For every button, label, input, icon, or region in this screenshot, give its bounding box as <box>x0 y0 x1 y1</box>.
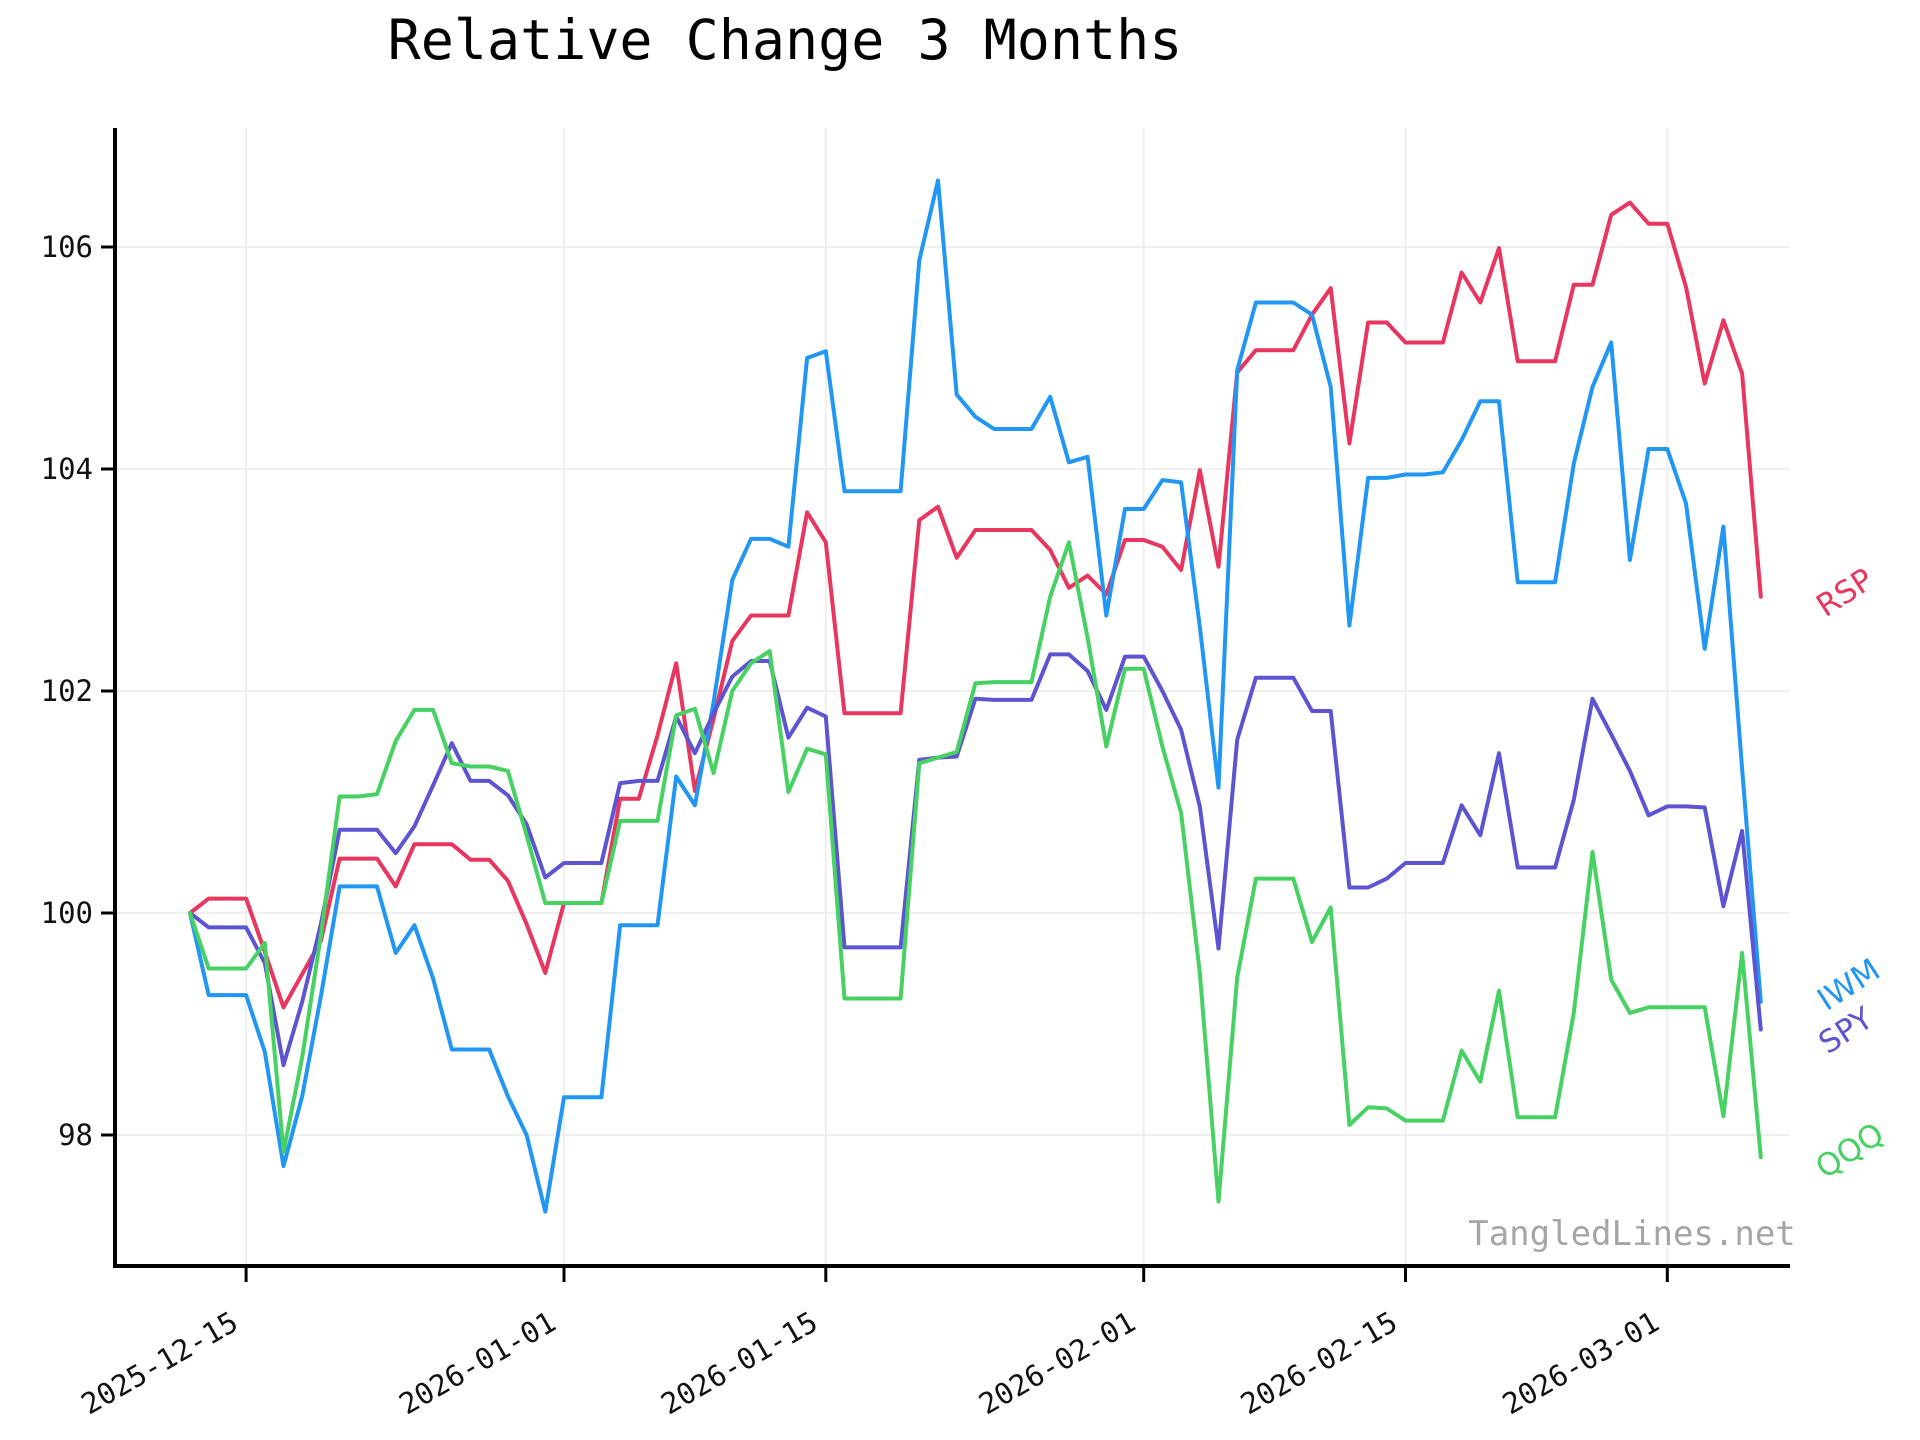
y-axis-tick-label: 106 <box>41 230 93 264</box>
x-axis-tick-label: 2026-01-15 <box>655 1305 823 1422</box>
series-line-RSP <box>188 200 1763 1010</box>
y-axis-tick-label: 104 <box>41 452 93 486</box>
x-axis-tick-label: 2026-03-01 <box>1497 1305 1665 1422</box>
x-axis-tick-label: 2026-02-01 <box>973 1305 1141 1422</box>
y-axis-tick-label: 100 <box>41 896 93 930</box>
y-axis-tick-label: 102 <box>41 674 93 708</box>
watermark: TangledLines.net <box>1468 1214 1796 1254</box>
chart-title: Relative Change 3 Months <box>387 8 1183 72</box>
x-axis-tick-label: 2026-01-01 <box>393 1305 561 1422</box>
y-axis-tick-label: 98 <box>58 1118 93 1152</box>
series-line-IWM <box>188 178 1763 1214</box>
series-line-QQQ <box>188 540 1763 1204</box>
series-line-SPY <box>188 652 1763 1068</box>
x-axis-tick-label: 2025-12-15 <box>75 1305 243 1422</box>
x-axis-tick-label: 2026-02-15 <box>1235 1305 1403 1422</box>
